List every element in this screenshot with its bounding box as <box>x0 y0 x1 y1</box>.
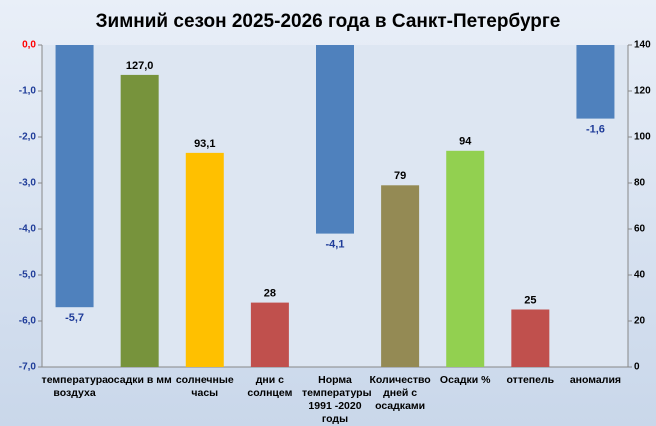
y-tick-label: -5,0 <box>19 270 37 281</box>
data-label: 79 <box>394 170 406 182</box>
x-tick-label: аномалия <box>569 374 622 386</box>
y2-tick-label: 60 <box>634 224 646 235</box>
data-label: -4,1 <box>326 239 345 251</box>
bar <box>316 45 354 234</box>
x-tick-label: дни с солнцем <box>247 374 293 399</box>
x-tick-label: Количество дней с осадками <box>369 374 431 412</box>
y-tick-label: -6,0 <box>19 316 37 327</box>
y2-tick-label: 100 <box>634 132 651 143</box>
bar <box>185 152 224 367</box>
data-label: 28 <box>264 288 276 300</box>
data-label: 94 <box>459 136 472 148</box>
y2-tick-label: 120 <box>634 86 651 97</box>
y-tick-label: -7,0 <box>19 362 37 373</box>
bar <box>381 185 420 367</box>
bar <box>511 309 550 367</box>
y2-tick-label: 40 <box>634 270 646 281</box>
bar <box>55 45 94 308</box>
y2-tick-label: 140 <box>634 40 651 51</box>
x-tick-label: осадки в мм <box>107 374 172 386</box>
bar <box>120 74 159 368</box>
x-tick-label: температура воздуха <box>41 374 108 399</box>
y2-tick-label: 80 <box>634 178 646 189</box>
chart-title: Зимний сезон 2025-2026 года в Санкт-Пете… <box>96 11 561 32</box>
x-tick-label: Норма температуры 1991 -2020 годы <box>302 374 372 425</box>
x-tick-label: солнечные часы <box>175 374 234 399</box>
data-label: 127,0 <box>126 60 154 72</box>
y2-tick-label: 20 <box>634 316 646 327</box>
y-tick-label: -2,0 <box>19 132 37 143</box>
data-label: 25 <box>524 294 536 306</box>
y-tick-label: 0,0 <box>22 40 36 51</box>
bar <box>576 45 615 119</box>
y-tick-label: -4,0 <box>19 224 37 235</box>
bar <box>446 150 485 367</box>
data-label: -1,6 <box>586 124 605 136</box>
x-tick-label: Осадки % <box>439 374 491 386</box>
y-tick-label: -3,0 <box>19 178 37 189</box>
bar <box>250 302 289 367</box>
data-label: -5,7 <box>65 312 84 324</box>
x-tick-label: оттепель <box>506 374 555 386</box>
y-tick-label: -1,0 <box>19 86 37 97</box>
y2-tick-label: 0 <box>634 362 640 373</box>
data-label: 93,1 <box>194 138 215 150</box>
